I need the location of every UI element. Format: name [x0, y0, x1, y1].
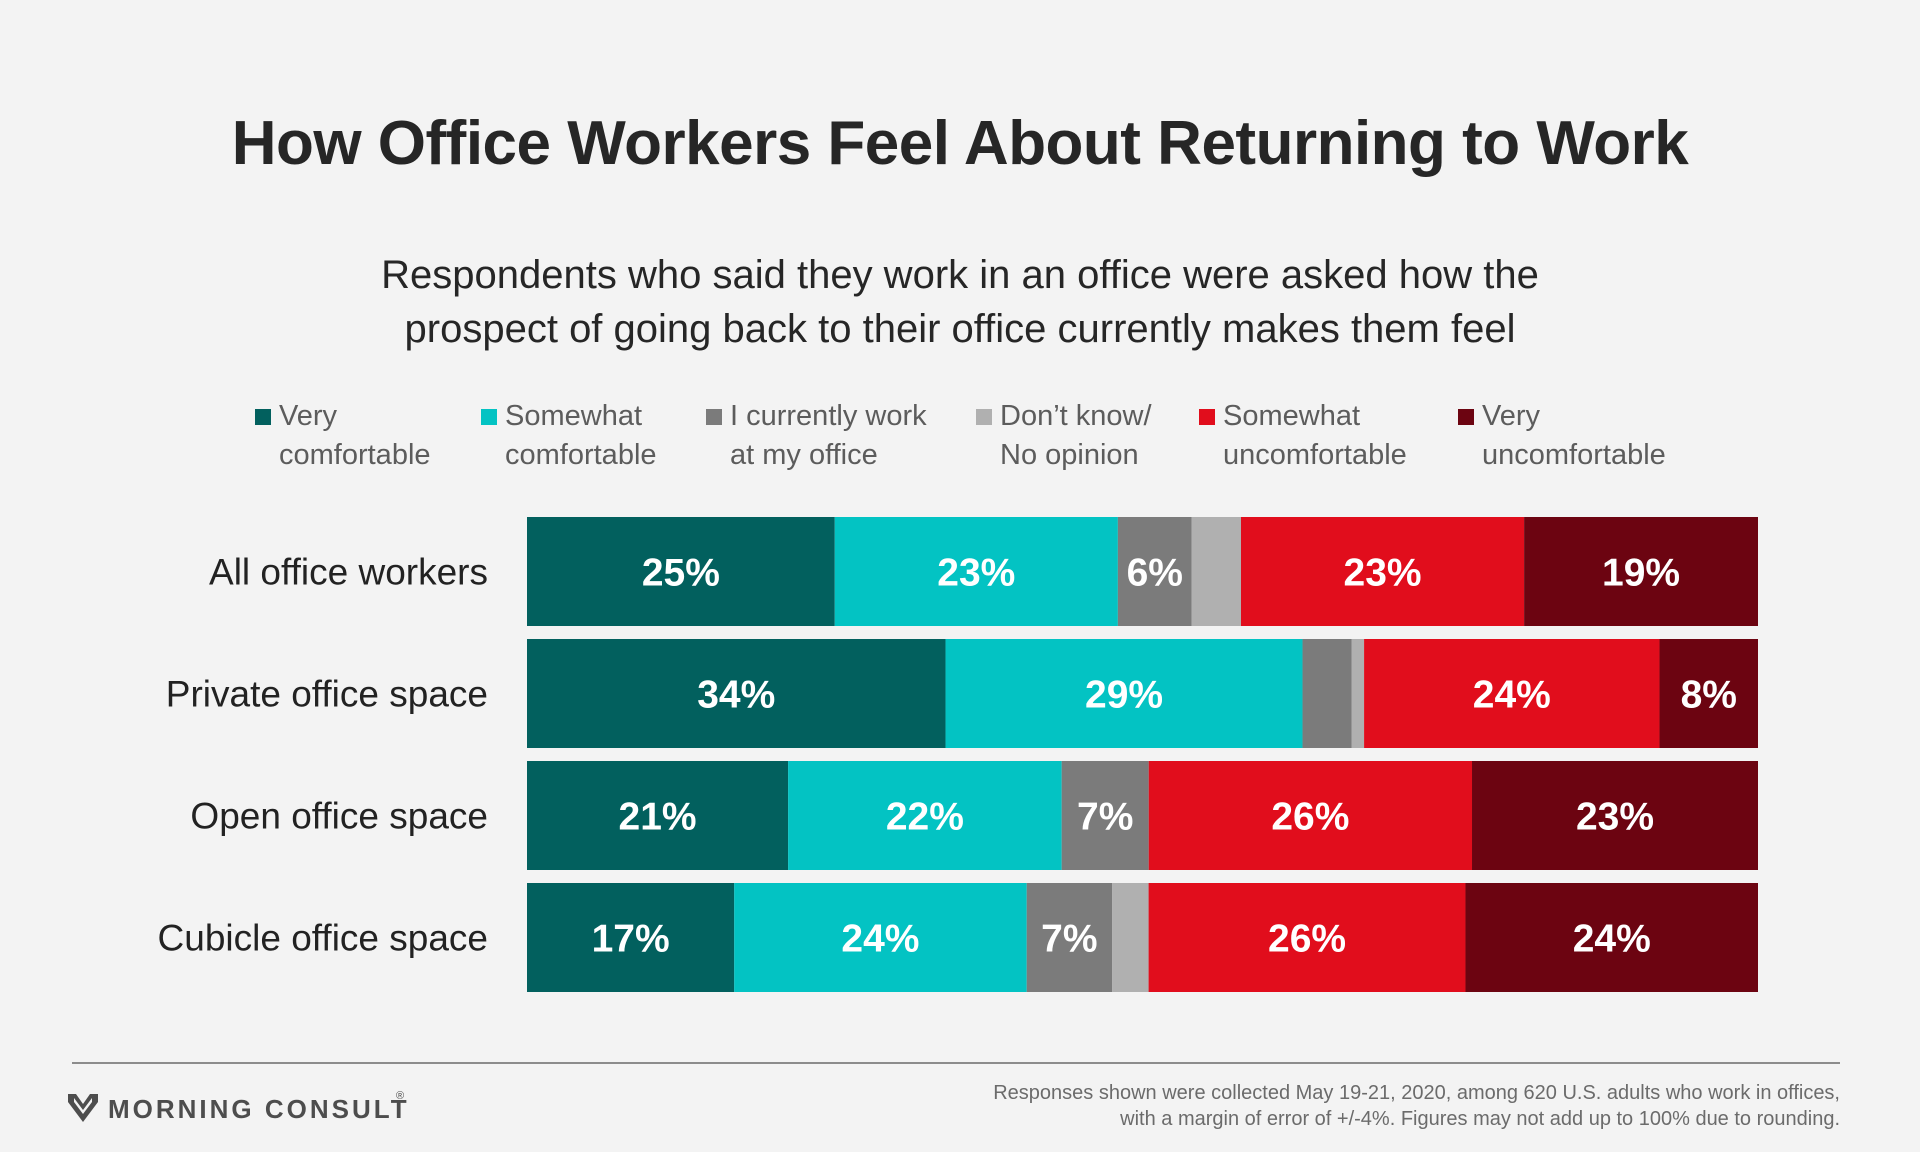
category-label-private-office-space: Private office space [166, 674, 488, 715]
chart-subtitle: Respondents who said they work in an off… [260, 248, 1660, 356]
footnote: Responses shown were collected May 19-21… [993, 1080, 1840, 1132]
data-label-very-comfortable-all-office-workers: 25% [642, 552, 720, 595]
footer-divider [72, 1062, 1840, 1064]
bar-segment-somewhat-uncomfortable-open-office-space [1148, 761, 1473, 870]
trademark-symbol: ® [396, 1090, 405, 1102]
stacked-bar-chart: All office workers 25% 23% 6% 23% 19% Private … [158, 517, 1758, 992]
bar-segment-very-comfortable-cubicle-office-space [527, 883, 735, 992]
bar-segment-don-t-know-no-opinion-cubicle-office-space [1112, 883, 1149, 992]
subtitle-line-2: prospect of going back to their office c… [404, 307, 1516, 351]
brand-name: MORNING CONSULT [108, 1094, 410, 1124]
data-label-somewhat-uncomfortable-cubicle-office-space: 26% [1268, 918, 1346, 961]
legend-swatch [255, 409, 271, 425]
bar-segment-very-uncomfortable-open-office-space [1472, 761, 1758, 870]
legend-swatch [1199, 409, 1215, 425]
bar-segment-don-t-know-no-opinion-all-office-workers [1191, 517, 1241, 626]
data-label-i-currently-work-at-my-office-cubicle-office-space: 7% [1041, 918, 1097, 961]
category-label-all-office-workers: All office workers [209, 552, 488, 593]
legend-label: I currently work at my office [730, 400, 927, 471]
data-label-very-comfortable-cubicle-office-space: 17% [592, 918, 670, 961]
legend-swatch [976, 409, 992, 425]
data-label-i-currently-work-at-my-office-open-office-space: 7% [1077, 796, 1133, 839]
footnote-line-1: Responses shown were collected May 19-21… [993, 1082, 1840, 1104]
data-label-somewhat-comfortable-all-office-workers: 23% [937, 552, 1015, 595]
bar-segment-i-currently-work-at-my-office-cubicle-office-space [1026, 883, 1113, 992]
data-label-somewhat-comfortable-private-office-space: 29% [1085, 674, 1163, 717]
legend-label: Somewhat uncomfortable [1223, 400, 1407, 471]
data-label-very-comfortable-private-office-space: 34% [697, 674, 775, 717]
data-label-somewhat-comfortable-cubicle-office-space: 24% [841, 918, 919, 961]
data-label-somewhat-comfortable-open-office-space: 22% [886, 796, 964, 839]
chart-title: How Office Workers Feel About Returning … [231, 109, 1689, 178]
bar-segment-very-comfortable-all-office-workers [527, 517, 835, 626]
bar-segment-very-uncomfortable-all-office-workers [1524, 517, 1758, 626]
data-label-very-uncomfortable-private-office-space: 8% [1681, 674, 1737, 717]
bar-segment-very-comfortable-open-office-space [527, 761, 789, 870]
legend-label: Very comfortable [279, 400, 431, 471]
legend-label: Somewhat comfortable [505, 400, 657, 471]
bar-segment-very-comfortable-private-office-space [527, 639, 946, 748]
data-label-somewhat-uncomfortable-private-office-space: 24% [1473, 674, 1551, 717]
footnote-line-2: with a margin of error of +/-4%. Figures… [1120, 1108, 1840, 1130]
data-label-very-uncomfortable-all-office-workers: 19% [1602, 552, 1680, 595]
bar-segment-i-currently-work-at-my-office-private-office-space [1302, 639, 1352, 748]
bar-segment-somewhat-comfortable-all-office-workers [834, 517, 1118, 626]
bar-segment-somewhat-uncomfortable-private-office-space [1364, 639, 1660, 748]
data-label-i-currently-work-at-my-office-all-office-workers: 6% [1127, 552, 1183, 595]
data-label-very-uncomfortable-cubicle-office-space: 24% [1573, 918, 1651, 961]
bar-segment-somewhat-uncomfortable-cubicle-office-space [1148, 883, 1466, 992]
bar-segment-somewhat-comfortable-open-office-space [788, 761, 1062, 870]
bar-segment-very-uncomfortable-cubicle-office-space [1465, 883, 1758, 992]
bar-segment-somewhat-uncomfortable-all-office-workers [1240, 517, 1525, 626]
category-label-open-office-space: Open office space [190, 796, 488, 837]
data-label-very-uncomfortable-open-office-space: 23% [1576, 796, 1654, 839]
data-label-somewhat-uncomfortable-open-office-space: 26% [1271, 796, 1349, 839]
legend-swatch [706, 409, 722, 425]
legend-swatch [1458, 409, 1474, 425]
morning-consult-logo-icon [68, 1094, 98, 1122]
legend-swatch [481, 409, 497, 425]
subtitle-line-1: Respondents who said they work in an off… [381, 253, 1539, 297]
legend-label: Very uncomfortable [1482, 400, 1666, 471]
bar-segment-somewhat-comfortable-private-office-space [945, 639, 1303, 748]
bar-segment-somewhat-comfortable-cubicle-office-space [734, 883, 1027, 992]
data-label-somewhat-uncomfortable-all-office-workers: 23% [1344, 552, 1422, 595]
bar-segment-very-uncomfortable-private-office-space [1659, 639, 1758, 748]
bar-segment-i-currently-work-at-my-office-open-office-space [1061, 761, 1149, 870]
bar-segment-don-t-know-no-opinion-private-office-space [1351, 639, 1365, 748]
data-label-very-comfortable-open-office-space: 21% [619, 796, 697, 839]
legend-label: Don’t know/ No opinion [1000, 400, 1152, 471]
bar-segment-i-currently-work-at-my-office-all-office-workers [1117, 517, 1192, 626]
category-label-cubicle-office-space: Cubicle office space [158, 918, 488, 959]
